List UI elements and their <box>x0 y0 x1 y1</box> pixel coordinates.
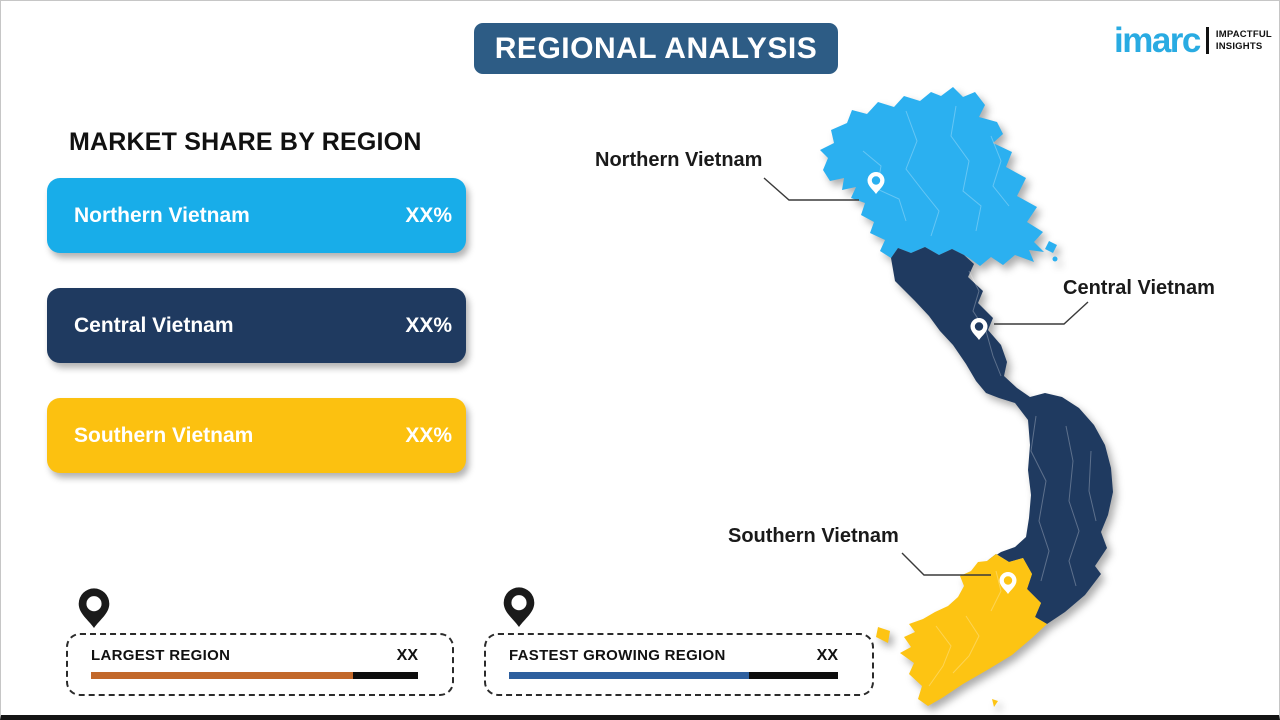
map-region-central-vietnam <box>891 247 1113 624</box>
map-region-southern-vietnam <box>900 554 1047 706</box>
largest-region-bar-fill <box>91 672 353 679</box>
share-bar-central-vietnam: Central Vietnam XX% <box>47 288 466 363</box>
map-island-phu-quoc <box>876 627 890 643</box>
map-pin-southern <box>999 572 1017 594</box>
fastest-growing-region-box: FASTEST GROWING REGION XX <box>484 633 874 696</box>
map-region-northern-vietnam <box>820 87 1044 266</box>
share-bar-value: XX% <box>405 423 452 447</box>
largest-region-label: LARGEST REGION <box>91 647 231 664</box>
share-bar-label: Central Vietnam <box>74 313 234 337</box>
largest-region-value: XX <box>396 647 418 664</box>
logo-tagline: IMPACTFUL INSIGHTS <box>1215 29 1272 52</box>
largest-region-box: LARGEST REGION XX <box>66 633 454 696</box>
map-island-south-speck <box>992 699 998 707</box>
map-label-central-vietnam: Central Vietnam <box>1063 277 1215 299</box>
page-title: REGIONAL ANALYSIS <box>494 31 818 65</box>
title-banner: REGIONAL ANALYSIS <box>474 23 838 74</box>
share-bar-label: Southern Vietnam <box>74 423 254 447</box>
province-borders <box>862 105 1097 687</box>
logo-divider <box>1205 27 1209 54</box>
imarc-logo: imarc IMPACTFUL INSIGHTS <box>1114 23 1272 58</box>
largest-region-pin-icon <box>78 588 110 628</box>
map-label-northern-vietnam: Northern Vietnam <box>595 149 763 171</box>
map-pin-northern <box>867 172 885 194</box>
market-share-heading: MARKET SHARE BY REGION <box>69 128 422 156</box>
share-bar-value: XX% <box>405 313 452 337</box>
fastest-growing-bar-track <box>509 672 838 679</box>
fastest-growing-region-value: XX <box>816 647 838 664</box>
map-label-southern-vietnam: Southern Vietnam <box>728 525 899 547</box>
map-island-northeast <box>1045 241 1057 253</box>
leader-line-central <box>994 301 1089 325</box>
share-bar-northern-vietnam: Northern Vietnam XX% <box>47 178 466 253</box>
map-pin-central <box>970 318 988 340</box>
fastest-growing-bar-fill <box>509 672 750 679</box>
fastest-growing-pin-icon <box>503 587 535 627</box>
largest-region-bar-track <box>91 672 418 679</box>
map-island-dot <box>1052 256 1058 262</box>
share-bar-label: Northern Vietnam <box>74 203 250 227</box>
share-bar-southern-vietnam: Southern Vietnam XX% <box>47 398 466 473</box>
share-bar-value: XX% <box>405 203 452 227</box>
fastest-growing-region-label: FASTEST GROWING REGION <box>509 647 726 664</box>
leader-line-northern <box>763 177 859 201</box>
leader-line-southern <box>901 552 991 576</box>
imarc-logo-wordmark: imarc <box>1114 21 1201 60</box>
